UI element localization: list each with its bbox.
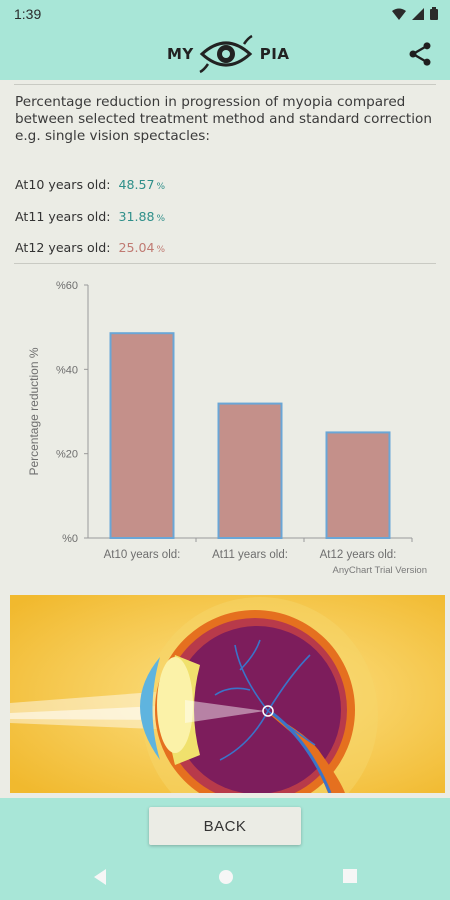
eye-icon: [199, 34, 253, 74]
stat-value: 25.04: [118, 240, 155, 255]
logo-text-right: PIA: [259, 45, 290, 63]
share-icon[interactable]: [406, 40, 434, 68]
eye-anatomy-illustration: [10, 595, 445, 793]
stat-label: At10 years old:: [15, 177, 111, 192]
y-tick-label: %0: [62, 533, 78, 545]
bottom-bar: BACK: [0, 798, 450, 856]
logo-text-left: MY: [167, 45, 194, 63]
bar-3: [325, 431, 391, 540]
signal-icon: [412, 7, 424, 20]
y-tick-label: %20: [56, 449, 78, 461]
stat-label: At12 years old:: [15, 240, 111, 255]
nav-recents-icon[interactable]: [342, 868, 358, 884]
bar-1: [109, 332, 175, 539]
reduction-bar-chart: %0 %20 %40 %60 Percentage reduction % At10 ye…: [27, 280, 427, 576]
stat-unit: %: [156, 182, 166, 192]
nav-back-icon[interactable]: [92, 868, 108, 886]
chart-watermark: AnyChart Trial Version: [332, 565, 427, 576]
x-tick-label: At10 years old:: [104, 549, 181, 561]
y-tick-label: %40: [56, 364, 78, 376]
stat-row-11: At11 years old: 31.88%: [15, 209, 165, 224]
stat-value: 31.88: [118, 209, 155, 224]
y-tick-label: %60: [56, 280, 78, 292]
nav-home-icon[interactable]: [217, 868, 235, 886]
status-time: 1:39: [14, 6, 42, 22]
stat-label: At11 years old:: [15, 209, 111, 224]
results-content: Percentage reduction in progression of m…: [0, 80, 450, 798]
top-divider: [14, 84, 436, 85]
bar-2: [217, 402, 283, 539]
y-axis-label: Percentage reduction %: [27, 347, 41, 475]
status-bar: 1:39: [0, 0, 450, 28]
x-tick-label: At11 years old:: [212, 549, 288, 561]
description-text: Percentage reduction in progression of m…: [15, 94, 432, 144]
battery-icon: [430, 7, 438, 20]
stat-row-12: At12 years old: 25.04%: [15, 240, 165, 255]
stat-unit: %: [156, 245, 166, 255]
chart-divider: [14, 263, 436, 264]
stat-value: 48.57: [118, 177, 155, 192]
back-button[interactable]: BACK: [149, 807, 301, 845]
status-icons: [392, 7, 438, 20]
app-bar: MY PIA: [0, 28, 450, 80]
stat-row-10: At10 years old: 48.57%: [15, 177, 165, 192]
wifi-icon: [392, 8, 406, 20]
x-tick-label: At12 years old:: [320, 549, 397, 561]
system-nav-bar: [0, 856, 450, 900]
stat-unit: %: [156, 214, 166, 224]
app-logo: MY PIA: [167, 34, 289, 74]
